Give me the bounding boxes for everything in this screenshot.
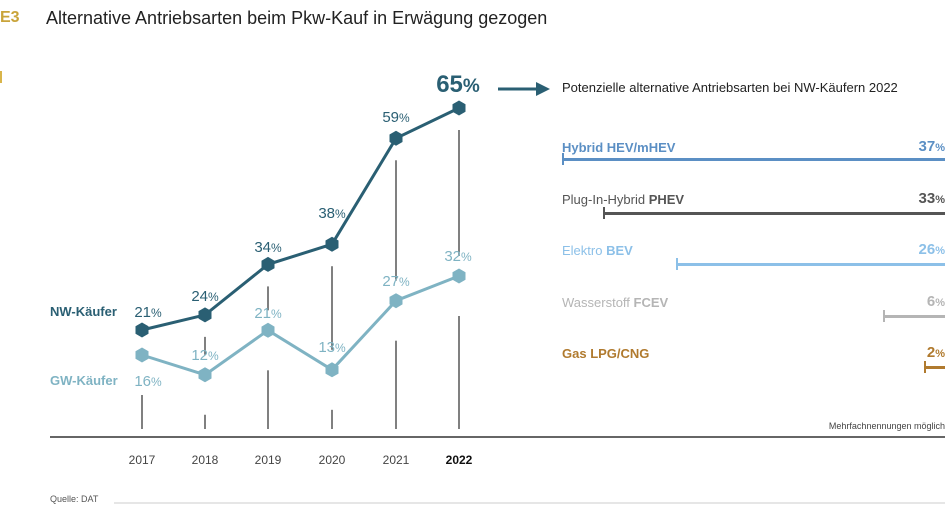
bar-label: Wasserstoff FCEV [562,295,669,310]
nw-series-marker [261,256,275,272]
gw-data-label: 21% [254,305,282,322]
gw-series-marker [325,362,339,378]
nw-data-label: 65% [436,71,480,98]
gw-series-marker [389,293,403,309]
gw-series-line [141,274,460,377]
bar-value: 33% [918,190,945,207]
gw-data-label: 32% [444,248,472,265]
gw-data-label: 27% [382,273,410,290]
multiple-answers-note: Mehrfachnennungen möglich [828,421,945,431]
figure-id: E3 [0,9,20,26]
source-label: Quelle: DAT [50,494,99,504]
gw-series-marker [452,268,466,284]
bar-value: 6% [926,293,945,310]
bar-start-tick [882,310,885,322]
bar-line [924,361,945,373]
bar-label: Gas LPG/CNG [562,346,650,361]
x-tick-label: 2019 [255,453,282,467]
nw-data-label: 21% [134,304,162,321]
bar-value: 26% [918,241,945,258]
bar-line [675,258,945,270]
gw-data-label: 16% [134,373,162,390]
x-tick-label: 2021 [383,453,410,467]
bar-row: Wasserstoff FCEV 6% [562,293,945,325]
bar-label: Plug-In-Hybrid PHEV [562,192,685,207]
gw-legend-label: GW-Käufer [50,373,118,388]
nw-series-marker [325,236,339,252]
bar-row: Gas LPG/CNG 2% [562,344,945,376]
x-tick-label: 2022 [446,453,473,467]
bar-start-tick [924,361,927,373]
bar-label: Hybrid HEV/mHEV [562,140,676,155]
bar-value: 2% [926,344,945,361]
gw-series-marker [198,367,212,383]
bar-line [562,153,945,165]
gw-data-label: 12% [191,347,219,364]
nw-data-label: 38% [318,205,346,222]
nw-series-marker [198,307,212,323]
bar-chart-subtitle: Potenzielle alternative Antriebsarten be… [562,80,898,95]
x-tick-label: 2020 [319,453,346,467]
corner-accent [0,71,2,83]
gw-series-marker [135,347,149,363]
bar-row: Plug-In-Hybrid PHEV 33% [562,190,945,222]
x-tick-label: 2018 [192,453,219,467]
bar-start-tick [675,258,678,270]
bar-label: Elektro BEV [562,243,633,258]
nw-data-label: 34% [254,239,282,256]
nw-series-marker [135,322,149,338]
nw-series-line [141,106,460,332]
bar-value: 37% [918,138,945,155]
gw-data-label: 13% [318,339,346,356]
bar-line [603,207,945,219]
chart-title: Alternative Antriebsarten beim Pkw-Kauf … [46,8,548,28]
gw-series-marker [261,322,275,338]
bar-start-tick [603,207,606,219]
nw-series-marker [389,130,403,146]
x-tick-label: 2017 [129,453,156,467]
bar-row: Hybrid HEV/mHEV 37% [562,138,945,170]
bar-row: Elektro BEV 26% [562,241,945,273]
nw-data-label: 24% [191,288,219,305]
nw-series-marker [452,100,466,116]
bar-line [882,310,945,322]
nw-legend-label: NW-Käufer [50,304,117,319]
arrow-right-icon [536,82,550,96]
nw-data-label: 59% [382,109,410,126]
bar-start-tick [562,153,564,165]
